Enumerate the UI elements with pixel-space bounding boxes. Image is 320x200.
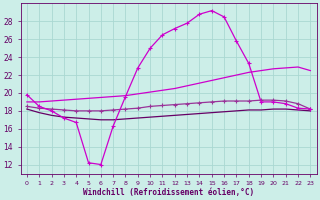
X-axis label: Windchill (Refroidissement éolien,°C): Windchill (Refroidissement éolien,°C) xyxy=(83,188,254,197)
